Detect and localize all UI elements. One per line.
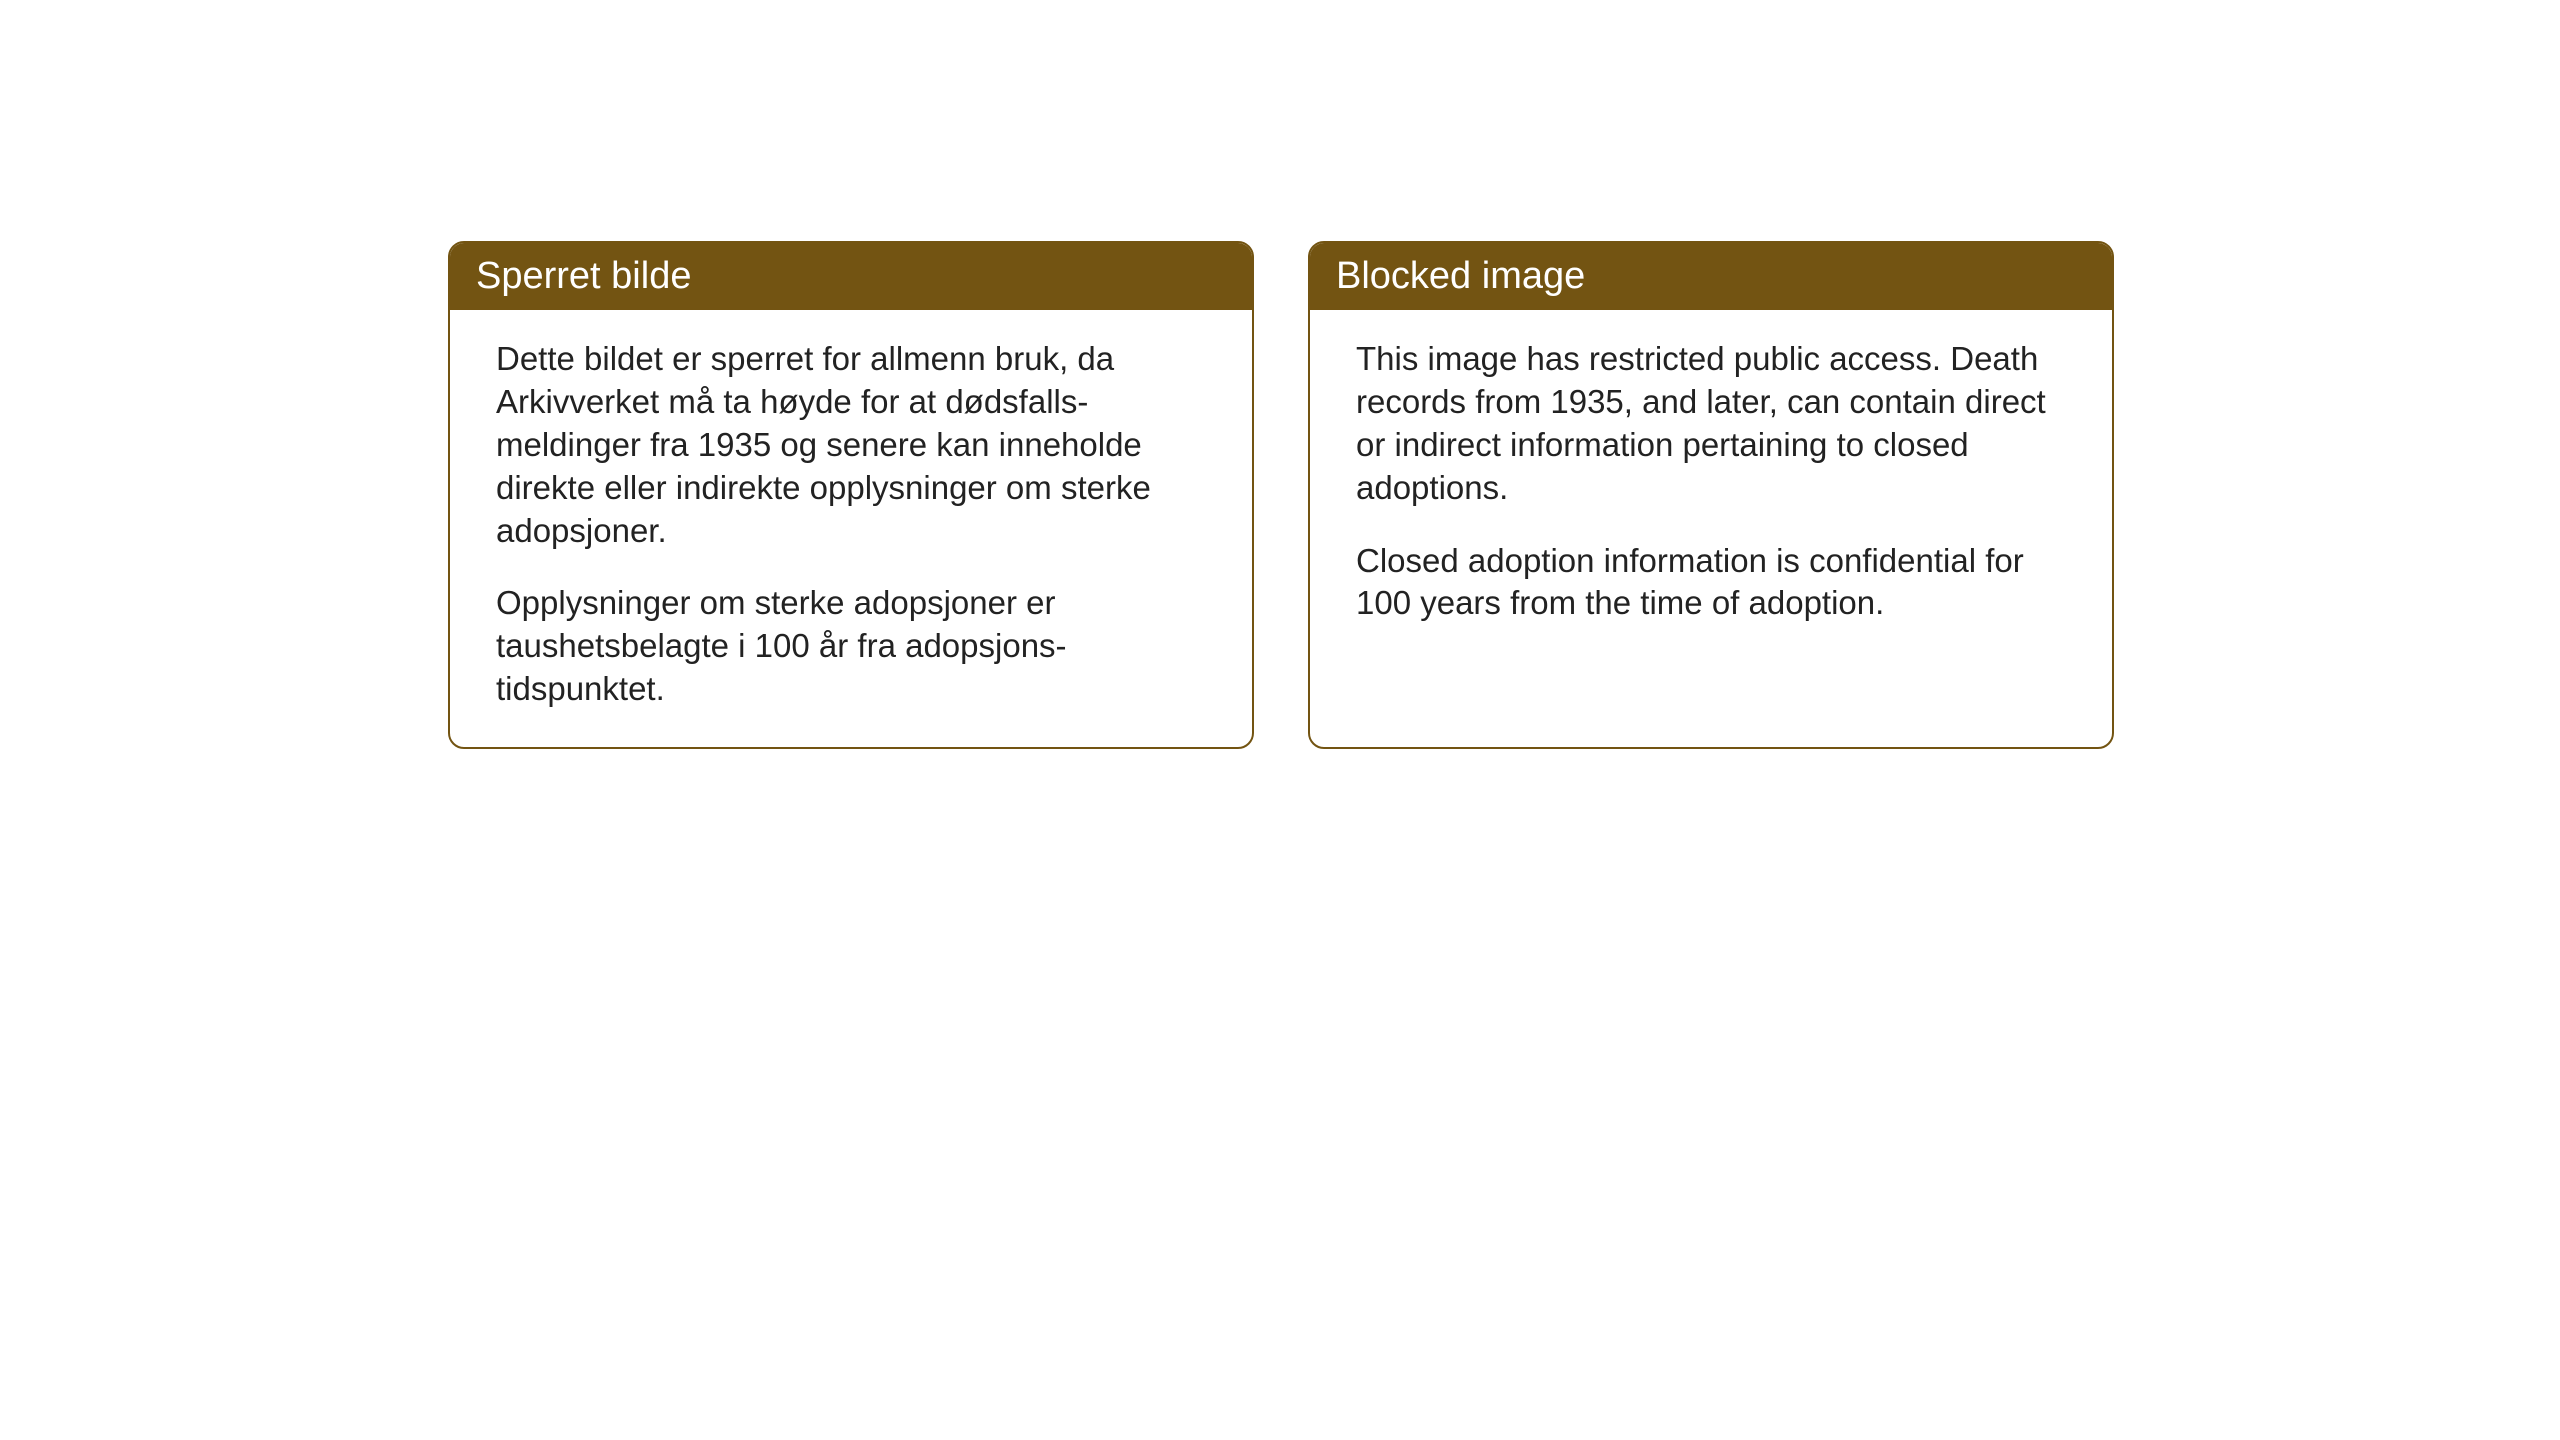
card-header-english: Blocked image — [1310, 243, 2112, 310]
paragraph-english-1: This image has restricted public access.… — [1356, 338, 2066, 510]
paragraph-english-2: Closed adoption information is confident… — [1356, 540, 2066, 626]
card-body-english: This image has restricted public access.… — [1310, 310, 2112, 661]
notice-container: Sperret bilde Dette bildet er sperret fo… — [448, 241, 2114, 749]
paragraph-norwegian-2: Opplysninger om sterke adopsjoner er tau… — [496, 582, 1206, 711]
notice-card-english: Blocked image This image has restricted … — [1308, 241, 2114, 749]
notice-card-norwegian: Sperret bilde Dette bildet er sperret fo… — [448, 241, 1254, 749]
paragraph-norwegian-1: Dette bildet er sperret for allmenn bruk… — [496, 338, 1206, 552]
card-header-norwegian: Sperret bilde — [450, 243, 1252, 310]
card-title-english: Blocked image — [1336, 255, 1585, 297]
card-body-norwegian: Dette bildet er sperret for allmenn bruk… — [450, 310, 1252, 747]
card-title-norwegian: Sperret bilde — [476, 255, 691, 297]
